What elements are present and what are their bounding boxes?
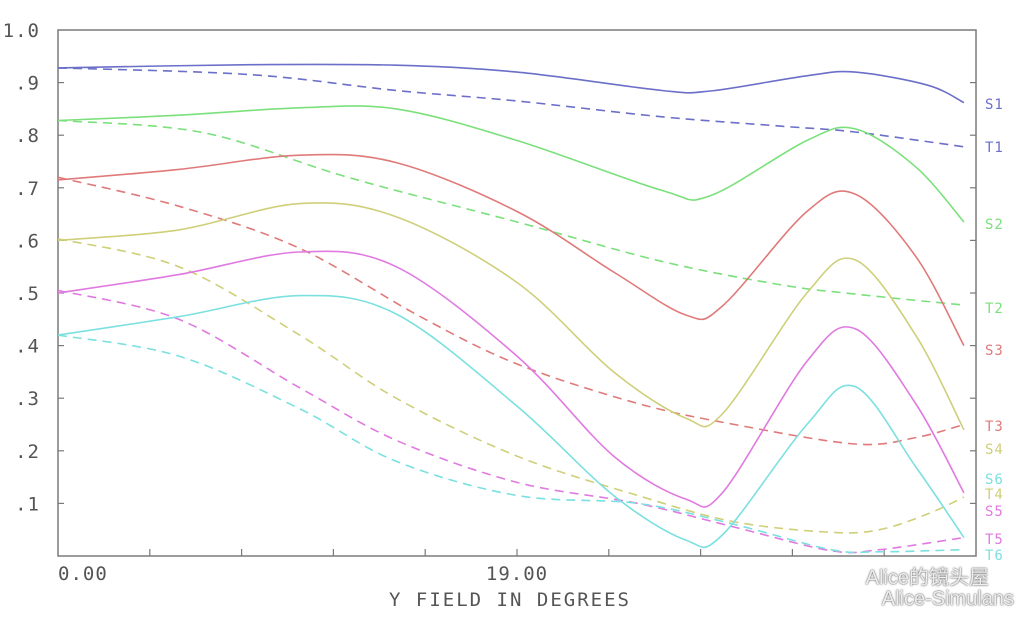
series-line-s3: [57, 153, 965, 346]
series-label-s1: S1: [985, 97, 1004, 113]
y-tick-label: .2: [15, 441, 40, 463]
y-tick-label: .5: [15, 283, 40, 305]
series-label-s3: S3: [985, 343, 1004, 359]
watermark-handle: Alice-Simulans: [881, 588, 1014, 610]
series-label-s5: S5: [985, 504, 1004, 520]
y-tick-label: .3: [15, 388, 40, 410]
watermark-channel-name: Alice的镜头屋: [865, 567, 989, 589]
y-tick-label: 1.0: [3, 20, 40, 42]
x-axis-title: Y FIELD IN DEGREES: [389, 589, 631, 611]
series-line-s5: [57, 250, 965, 508]
series-line-s6: [57, 294, 965, 549]
x-tick-labels: 0.00 19.00: [58, 563, 548, 585]
series-label-s2: S2: [985, 217, 1004, 233]
y-tick-label: .1: [15, 493, 40, 515]
series-line-t4: [57, 238, 965, 534]
y-tick-label: .8: [15, 125, 40, 147]
series-label-s6: S6: [985, 472, 1004, 488]
series-line-t6: [57, 334, 964, 554]
series-line-t2: [57, 119, 964, 306]
y-tick-labels: 1.0 .9 .8 .7 .6 .5 .4 .3 .2 .1: [3, 20, 40, 515]
series-line-t5: [57, 289, 965, 554]
series-line-s4: [57, 202, 965, 431]
series-lines: [57, 63, 965, 554]
y-tick-label: .7: [15, 178, 40, 200]
x-tick-label: 0.00: [58, 563, 108, 585]
y-tick-label: .6: [15, 230, 40, 252]
y-tick-label: .4: [15, 336, 40, 358]
series-line-t1: [57, 67, 965, 148]
series-label-t6: T6: [985, 548, 1004, 564]
series-line-t3: [57, 176, 965, 446]
series-line-s2: [57, 105, 965, 223]
series-label-t4: T4: [985, 487, 1004, 503]
series-label-t2: T2: [985, 301, 1004, 317]
series-line-s1: [57, 63, 965, 104]
axis-ticks: [58, 81, 976, 556]
x-tick-label: 19.00: [486, 563, 548, 585]
series-label-t3: T3: [985, 419, 1004, 435]
y-tick-label: .9: [15, 73, 40, 95]
series-label-t1: T1: [985, 140, 1004, 156]
series-label-t5: T5: [985, 532, 1004, 548]
series-label-s4: S4: [985, 442, 1004, 458]
